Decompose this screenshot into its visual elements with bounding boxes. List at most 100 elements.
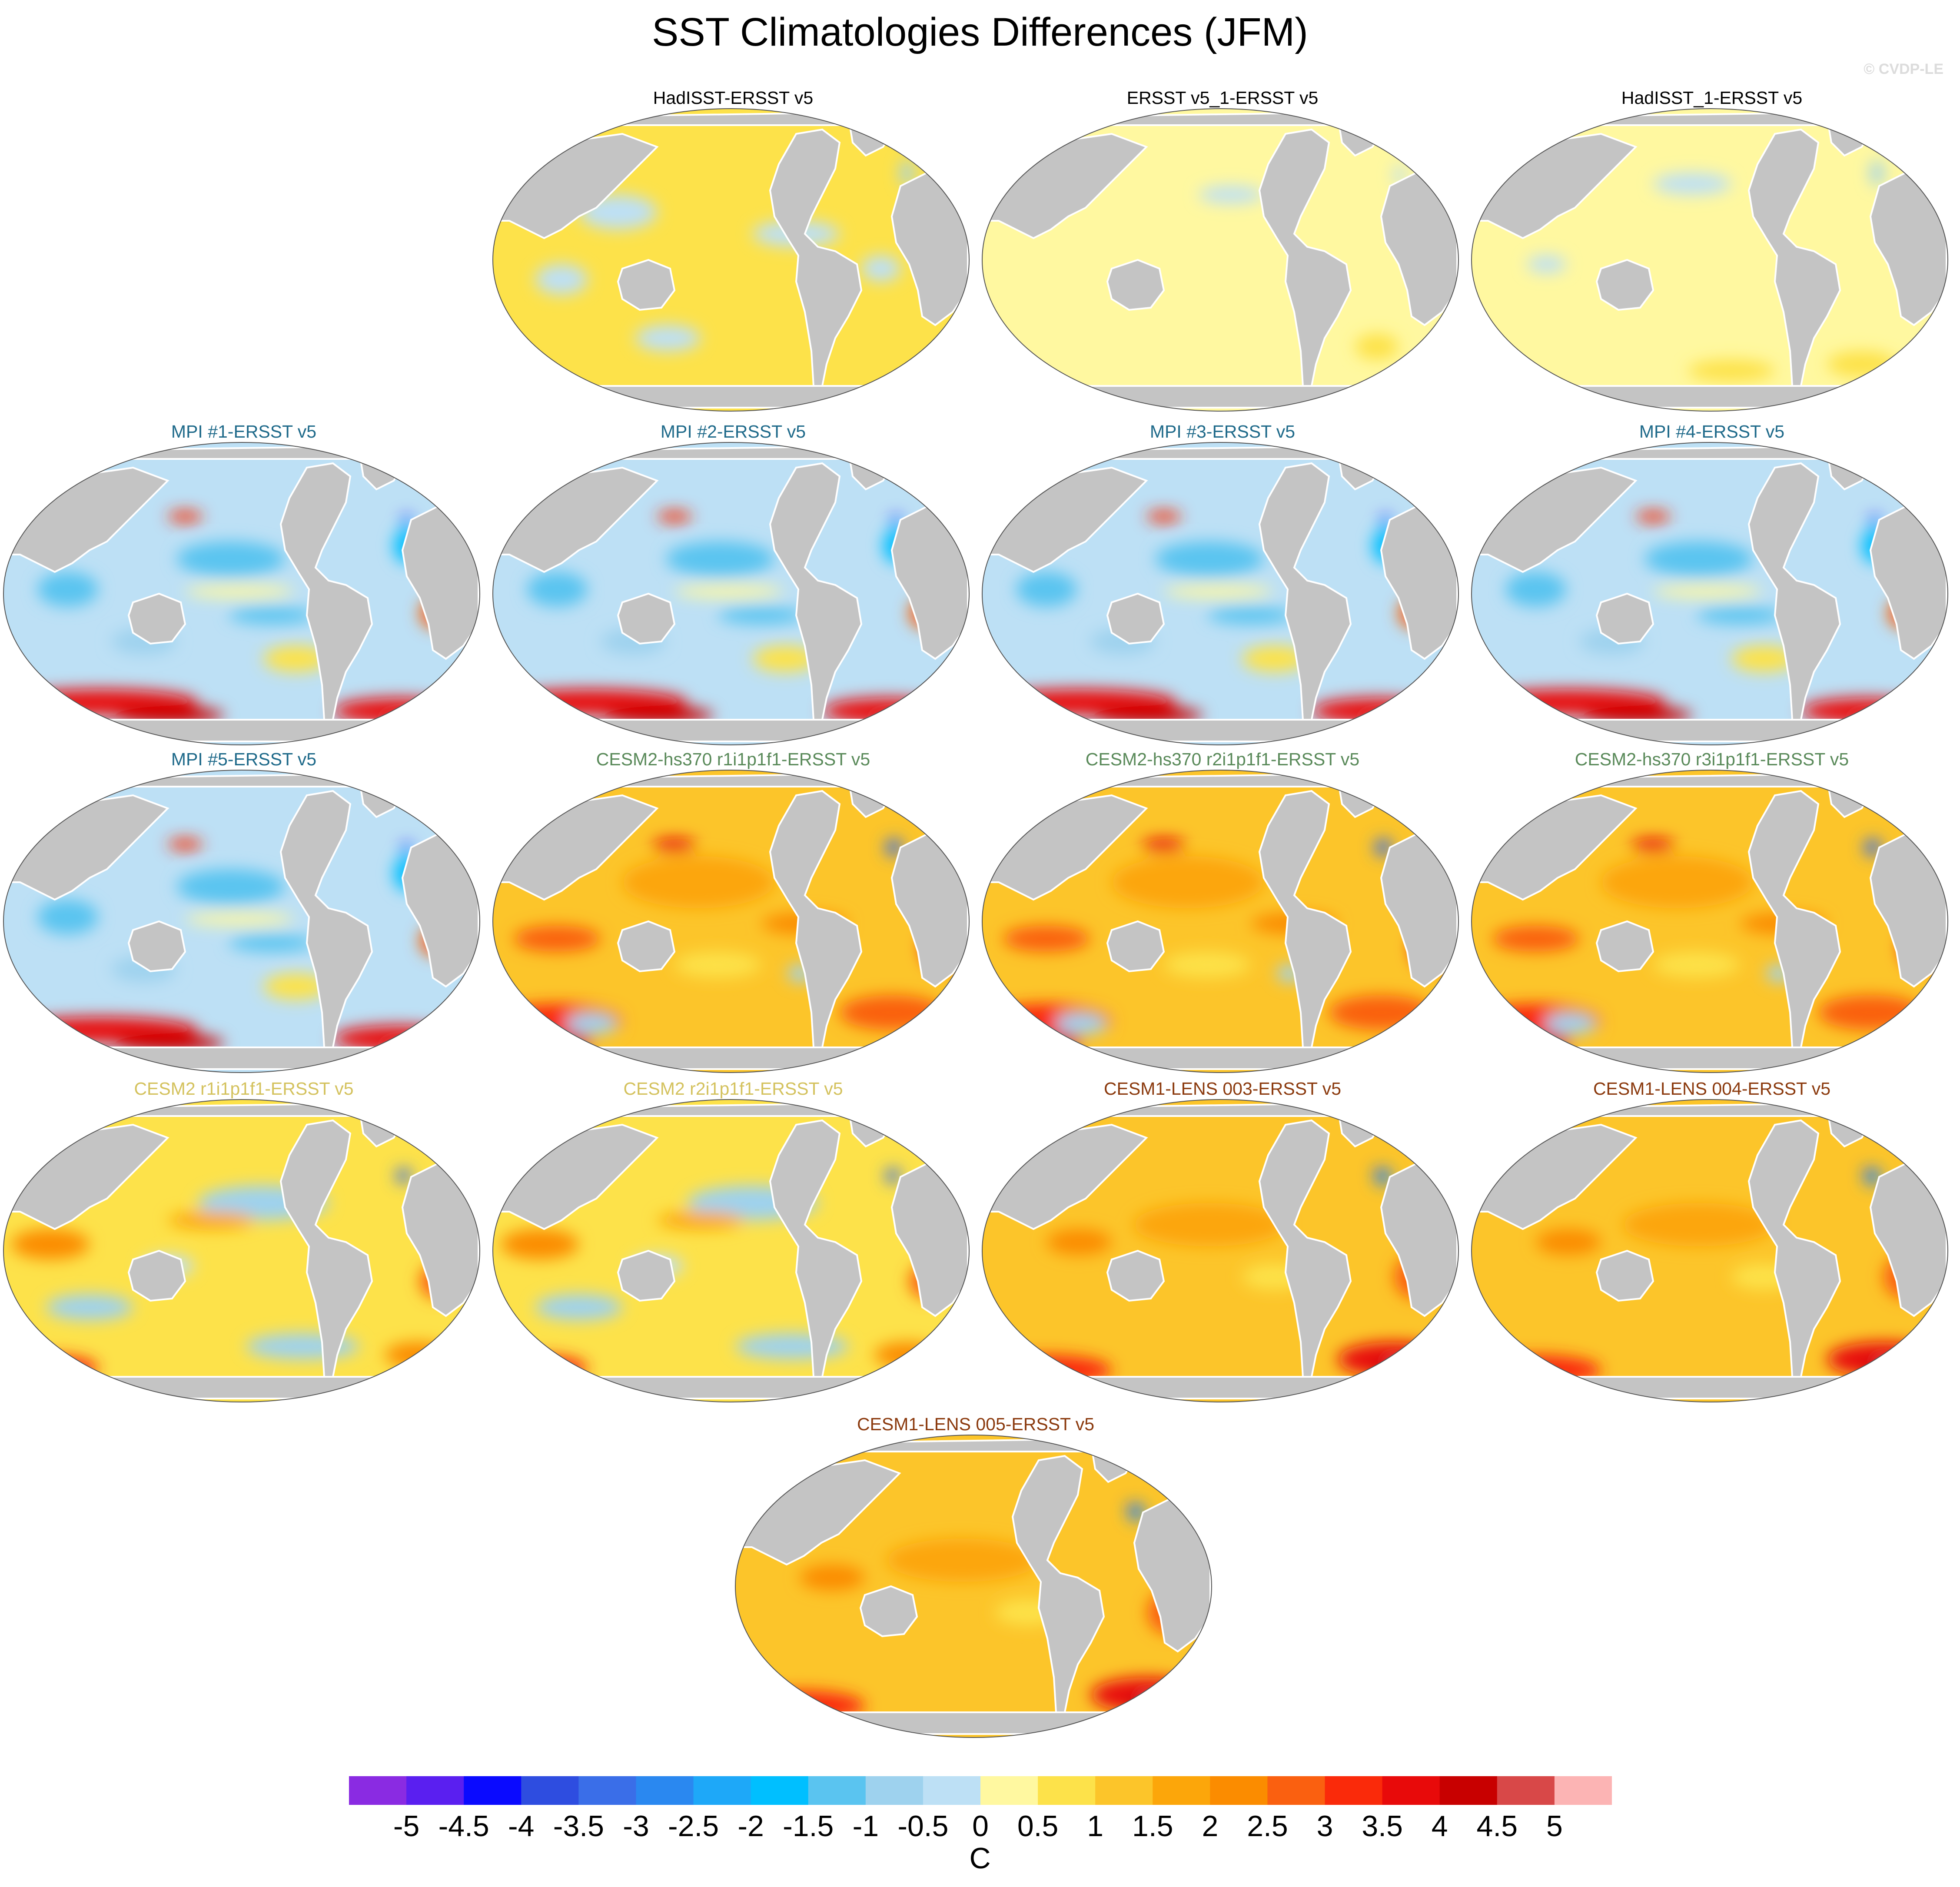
map-border [982, 442, 1459, 745]
sst-anomaly-region [800, 1565, 865, 1591]
land-antarctica [1485, 1046, 1934, 1070]
land-arctic [1066, 445, 1374, 460]
colorbar-tick-label: 1 [1087, 1810, 1104, 1843]
sst-anomaly-region [527, 572, 588, 607]
colorbar-tick-label: 2 [1202, 1810, 1219, 1843]
sst-anomaly-region [718, 607, 805, 624]
colorbar-swatch [349, 1776, 407, 1805]
colorbar-swatch [521, 1776, 579, 1805]
panel-title: MPI #4-ERSST v5 [1639, 422, 1785, 442]
sst-difference-map [1471, 442, 1948, 745]
land-americas [769, 1119, 863, 1378]
map-border [982, 1099, 1459, 1402]
land-americas [1258, 790, 1352, 1048]
panel-title: MPI #1-ERSST v5 [171, 422, 317, 442]
sst-anomaly-region [20, 1372, 63, 1385]
land-australia [617, 920, 676, 973]
land-arctic [87, 445, 395, 460]
sst-anomaly-region [1864, 1168, 1870, 1175]
colorbar-swatch [636, 1776, 694, 1805]
colorbar [349, 1776, 1612, 1805]
map-border [735, 1435, 1212, 1738]
land-arctic [1555, 111, 1864, 126]
panel-title: CESM2-hs370 r1i1p1f1-ERSST v5 [596, 749, 870, 769]
sst-anomaly-region [1864, 839, 1881, 856]
sst-anomaly-region [1472, 1355, 1601, 1385]
sst-anomaly-region [657, 511, 692, 522]
land-arctic [1555, 1102, 1864, 1117]
panel-title: CESM2-hs370 r2i1p1f1-ERSST v5 [1085, 749, 1360, 769]
land-australia [1595, 1249, 1654, 1302]
figure-title: SST Climatologies Differences (JFM) [652, 10, 1308, 54]
map-border [492, 108, 970, 412]
land-australia [127, 592, 186, 645]
colorbar-tick-label: -2 [737, 1810, 764, 1843]
sst-anomaly-region [1827, 1342, 1940, 1377]
colorbar-tick-label: 3.5 [1362, 1810, 1403, 1843]
sst-anomaly-region [1653, 173, 1731, 195]
sst-anomaly-region [514, 926, 601, 952]
land-australia [617, 1249, 676, 1302]
map-panel: CESM1-LENS 005-ERSST v5 [734, 1413, 1217, 1744]
land-arctic [1066, 772, 1374, 787]
panel-title: HadISST-ERSST v5 [653, 88, 814, 108]
sst-difference-map [492, 442, 970, 745]
colorbar-swatch [578, 1776, 636, 1805]
sst-anomaly-region [1870, 160, 1884, 186]
land-arctic [577, 1102, 885, 1117]
land-arctic [1555, 445, 1864, 460]
sst-anomaly-region [263, 646, 329, 672]
sst-anomaly-region [874, 1342, 940, 1368]
sst-anomaly-region [1329, 995, 1433, 1030]
colorbar-tick-label: -1.5 [783, 1810, 834, 1843]
sst-difference-map [1471, 770, 1948, 1073]
sst-anomaly-region [1697, 607, 1784, 624]
map-panel: CESM2-hs370 r1i1p1f1-ERSST v5 [492, 748, 974, 1079]
sst-anomaly-region [385, 715, 437, 728]
sst-anomaly-region [385, 1043, 437, 1056]
sst-anomaly-region [1545, 1013, 1597, 1034]
map-border [1471, 108, 1948, 412]
sst-anomaly-region [1492, 1368, 1553, 1385]
colorbar-swatch [693, 1776, 751, 1805]
sst-anomaly-region [1492, 926, 1579, 952]
sst-anomaly-region [1390, 1364, 1403, 1368]
sst-anomaly-region [887, 1538, 1039, 1582]
sst-anomaly-region [1505, 1034, 1571, 1052]
map-panel: MPI #4-ERSST v5 [1471, 421, 1953, 751]
colorbar-tick-label: -5 [393, 1810, 420, 1843]
sst-anomaly-region [402, 843, 411, 854]
land-mask [1472, 772, 1947, 1070]
sst-anomaly-region [1688, 360, 1775, 382]
colorbar-swatch [1382, 1776, 1440, 1805]
colorbar-tick-label: -0.5 [897, 1810, 949, 1843]
land-australia [1106, 592, 1165, 645]
sst-anomaly-region [982, 1355, 1112, 1385]
sst-anomaly-region [3, 1355, 98, 1381]
sst-anomaly-region [168, 1212, 255, 1229]
land-arctic [1066, 1102, 1374, 1117]
map-panel: CESM2-hs370 r3i1p1f1-ERSST v5 [1471, 748, 1953, 1079]
colorbar-tick-label: -2.5 [668, 1810, 719, 1843]
sst-anomaly-region [1003, 1368, 1064, 1385]
sst-anomaly-region [756, 1704, 817, 1721]
map-panel: MPI #5-ERSST v5 [3, 748, 485, 1079]
sst-anomaly-region [1501, 1372, 1523, 1378]
land-arctic [87, 1102, 395, 1117]
colorbar-swatch [406, 1776, 464, 1805]
panel-title: CESM2 r2i1p1f1-ERSST v5 [623, 1079, 843, 1099]
land-australia [127, 920, 186, 973]
colorbar-swatch [464, 1776, 522, 1805]
map-border [1471, 1099, 1948, 1402]
map-panel: CESM1-LENS 004-ERSST v5 [1471, 1078, 1953, 1408]
colorbar-tick-label: 4.5 [1476, 1810, 1518, 1843]
land-antarctica [1485, 719, 1934, 742]
sst-anomaly-region [753, 646, 818, 672]
land-australia [1595, 592, 1654, 645]
colorbar-swatch [1325, 1776, 1383, 1805]
map-panel: ERSST v5_1-ERSST v5 [981, 87, 1464, 417]
colorbar-tick-label: -1 [852, 1810, 879, 1843]
colorbar-tick-label: 2.5 [1247, 1810, 1288, 1843]
sst-anomaly-region [666, 542, 774, 576]
land-australia [1595, 920, 1654, 973]
